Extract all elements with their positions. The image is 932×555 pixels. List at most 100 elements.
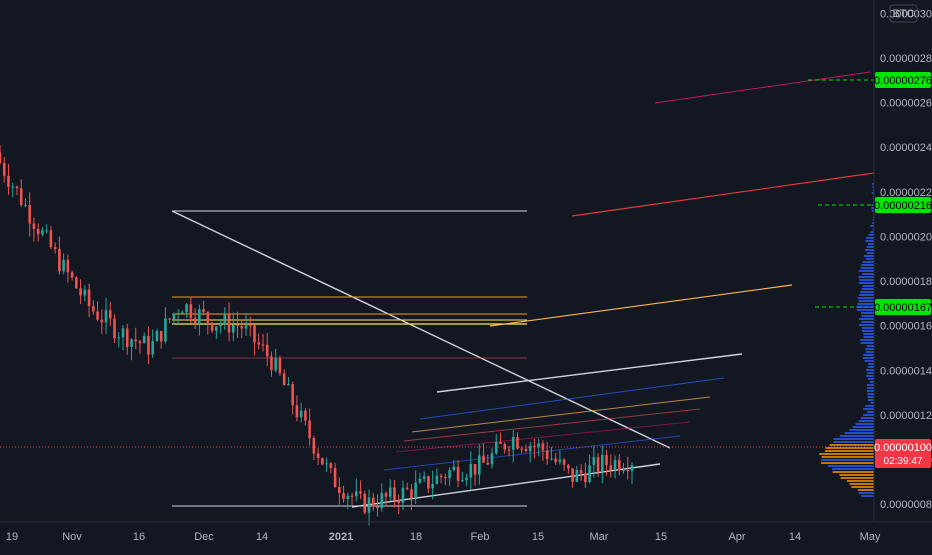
volume-profile-bar	[852, 426, 874, 428]
volume-profile-bar	[867, 396, 874, 398]
ray-line-orange[interactable]	[489, 284, 793, 327]
candle-body	[516, 437, 519, 449]
channel-inner-line	[395, 421, 691, 453]
volume-profile-bar	[858, 324, 874, 326]
volume-profile-bar	[868, 363, 874, 365]
volume-profile-bar	[861, 327, 874, 329]
candle-body	[554, 458, 557, 462]
volume-profile-bar	[858, 270, 874, 272]
volume-profile-bar	[849, 483, 874, 485]
current-price-label: 0.00000100	[874, 442, 932, 454]
candle-body	[461, 480, 464, 482]
alert-price-label: 0.00000167	[874, 302, 932, 314]
drawing-tools-layer[interactable]	[0, 71, 875, 508]
candle-body	[130, 339, 133, 347]
candle-body	[410, 489, 413, 498]
channel-inner-line	[403, 408, 701, 442]
candle-body	[452, 466, 456, 471]
volume-profile-bar	[844, 432, 874, 434]
candle-body	[456, 466, 460, 481]
candle-body	[482, 455, 485, 463]
currency-badge[interactable]: BTC	[893, 8, 915, 20]
candle-body	[346, 495, 350, 500]
volume-profile-bar	[839, 435, 874, 437]
candle-body	[558, 459, 562, 462]
candle-body	[45, 230, 48, 232]
time-tick-label: Mar	[590, 531, 609, 543]
candle-body	[274, 357, 278, 371]
time-tick-label: Feb	[471, 531, 490, 543]
volume-profile-bar	[861, 321, 874, 323]
volume-profile-bar	[860, 291, 874, 293]
time-tick-label: 19	[6, 531, 18, 543]
candle-body	[36, 228, 40, 235]
channel-upper-line[interactable]	[436, 353, 743, 393]
candle-body	[151, 341, 154, 355]
volume-profile-bar	[857, 303, 874, 305]
candle-body	[2, 163, 6, 176]
candle-body	[494, 442, 498, 454]
candle-body	[435, 475, 439, 484]
volume-profile-bar	[860, 417, 874, 419]
candle-body	[181, 312, 184, 314]
candle-body	[244, 325, 248, 329]
candle-body	[562, 459, 566, 465]
volume-profile-bar	[867, 366, 874, 368]
volume-profile-bar	[832, 468, 874, 470]
candle-body	[465, 477, 468, 481]
volume-profile-bar	[859, 294, 874, 296]
candle-body	[354, 491, 358, 497]
candle-body	[393, 487, 396, 500]
volume-profile-bar	[868, 234, 874, 236]
volume-profile-bar	[858, 276, 874, 278]
volume-profile-bar	[865, 240, 874, 242]
volume-profile-bar	[865, 405, 874, 407]
volume-profile-bar	[821, 462, 874, 464]
volume-profile-bar	[863, 255, 874, 257]
candle-body	[550, 458, 553, 460]
time-tick-label: Apr	[728, 531, 745, 543]
candle-body	[304, 410, 307, 421]
volume-profile-bar	[829, 444, 874, 446]
candle-body	[537, 443, 540, 447]
ray-line-red[interactable]	[571, 172, 875, 217]
candle-body	[227, 314, 231, 333]
volume-profile-bar	[872, 228, 874, 230]
candle-body	[24, 204, 27, 206]
candle-body	[596, 457, 600, 472]
volume-profile-bar	[871, 207, 874, 209]
volume-profile-bar	[846, 480, 874, 482]
candle-body	[240, 326, 244, 329]
volume-profile-bar	[872, 222, 874, 224]
candle-body	[261, 344, 265, 346]
candle-body	[316, 453, 320, 459]
candle-body	[371, 497, 375, 507]
volume-profile-bar	[863, 333, 874, 335]
candle-body	[53, 247, 57, 249]
candle-body	[96, 311, 99, 320]
currency-badge-frame[interactable]	[889, 4, 918, 23]
volume-profile-bar	[861, 495, 874, 497]
ray-line-magenta[interactable]	[654, 71, 871, 104]
volume-profile-bar	[866, 237, 874, 239]
volume-profile-bar	[858, 318, 874, 320]
downtrend-line[interactable]	[171, 210, 671, 449]
candle-body	[588, 464, 591, 483]
candle-body	[66, 259, 70, 273]
bar-countdown: 02:39:47	[884, 456, 923, 467]
candle-body	[469, 464, 473, 478]
candle-body	[584, 473, 587, 483]
time-tick-label: 15	[655, 531, 667, 543]
candle-body	[270, 356, 273, 371]
candle-body	[359, 491, 362, 494]
candle-body	[79, 288, 82, 296]
volume-profile	[819, 180, 874, 497]
time-tick-label: 2021	[329, 531, 353, 543]
time-axis[interactable]: 19 Nov 16 Dec 14 2021 18 Feb 15 Mar 15 Apr 14 May	[6, 531, 881, 543]
volume-profile-bar	[867, 378, 874, 380]
